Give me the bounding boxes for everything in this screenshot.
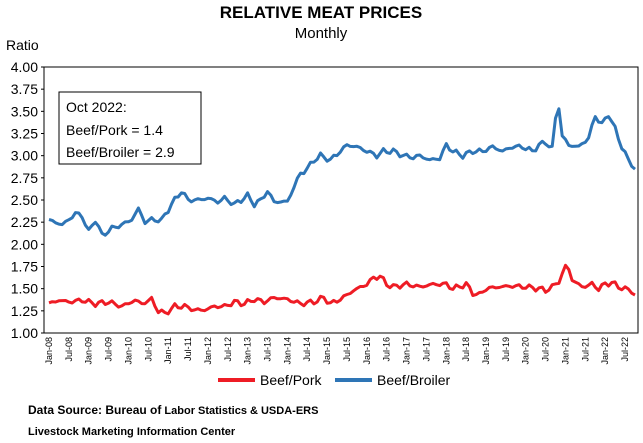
- x-tick-label: Jul-19: [501, 337, 511, 362]
- x-tick-label: Jul-20: [541, 337, 551, 362]
- x-tick-label: Jul-12: [223, 337, 233, 362]
- chart-subtitle: Monthly: [295, 25, 348, 42]
- y-tick-label: 3.75: [11, 81, 38, 97]
- x-tick-label: Jul-11: [183, 337, 193, 361]
- x-tick-label: Jul-22: [620, 337, 630, 362]
- x-tick-label: Jan-18: [441, 337, 451, 365]
- x-tick-label: Jul-21: [580, 337, 590, 362]
- chart-title: RELATIVE MEAT PRICES: [220, 3, 422, 22]
- annotation-line-3: Beef/Broiler = 2.9: [66, 144, 175, 160]
- x-tick-label: Jul-10: [143, 337, 153, 362]
- y-tick-label: 3.25: [11, 126, 38, 142]
- x-tick-label: Jan-19: [481, 337, 491, 365]
- series-line-beef-broiler: [48, 107, 636, 237]
- x-tick-label: Jul-14: [302, 337, 312, 362]
- x-tick-label: Jan-13: [243, 337, 253, 365]
- y-tick-label: 1.75: [11, 259, 38, 275]
- y-tick-label: 3.00: [11, 148, 38, 164]
- series-line-beef-pork: [48, 263, 636, 316]
- annotation-line-2: Beef/Pork = 1.4: [66, 122, 163, 138]
- x-tick-label: Jan-17: [402, 337, 412, 365]
- y-tick-label: 1.00: [11, 325, 38, 341]
- x-tick-label: Jan-12: [203, 337, 213, 365]
- x-tick-label: Jul-18: [461, 337, 471, 362]
- x-tick-label: Jan-11: [163, 337, 173, 364]
- legend-label-beef-pork: Beef/Pork: [260, 372, 322, 388]
- y-tick-label: 1.25: [11, 303, 38, 319]
- x-tick-label: Jan-21: [560, 337, 570, 365]
- x-tick-label: Jan-14: [282, 337, 292, 365]
- x-tick-label: Jul-13: [263, 337, 273, 362]
- y-tick-label: 4.00: [11, 59, 38, 75]
- y-tick-label: 2.75: [11, 170, 38, 186]
- footer-center: Livestock Marketing Information Center: [28, 426, 236, 438]
- x-tick-label: Jan-08: [44, 337, 54, 365]
- y-axis: 1.00 1.25 1.50 1.75 2.00 2.25 2.50 2.75 3.00 3.25…: [11, 59, 44, 341]
- x-axis: Jan-08 Jul-08 Jan-09 Jul-09 Jan-10 Jul-10 Jan-…: [44, 337, 630, 365]
- y-tick-label: 1.50: [11, 281, 38, 297]
- data-source-rest: Labor Statistics & USDA-ERS: [161, 405, 319, 417]
- series-lines: [48, 107, 636, 316]
- y-tick-label: 3.50: [11, 103, 38, 119]
- x-tick-label: Jan-09: [84, 337, 94, 365]
- y-axis-label: Ratio: [6, 37, 39, 53]
- x-tick-label: Jul-08: [64, 337, 74, 362]
- x-tick-label: Jul-15: [342, 337, 352, 362]
- annotation-line-1: Oct 2022:: [66, 99, 127, 115]
- x-tick-label: Jan-22: [600, 337, 610, 365]
- x-tick-label: Jan-20: [521, 337, 531, 365]
- x-tick-label: Jan-16: [362, 337, 372, 365]
- x-tick-label: Jul-16: [382, 337, 392, 362]
- y-tick-label: 2.25: [11, 214, 38, 230]
- x-tick-label: Jul-17: [421, 337, 431, 362]
- annotation-frame: [58, 91, 202, 165]
- data-source-note: Data Source: Bureau of Labor Statistics …: [28, 403, 318, 417]
- y-tick-label: 2.50: [11, 192, 38, 208]
- data-source-prefix: Data Source: Bureau of: [28, 403, 162, 417]
- x-tick-label: Jan-10: [123, 337, 133, 365]
- x-tick-label: Jan-15: [322, 337, 332, 365]
- annotation-box: Oct 2022: Beef/Pork = 1.4 Beef/Broiler =…: [58, 91, 202, 165]
- x-tick-label: Jul-09: [104, 337, 114, 362]
- legend: Beef/Pork Beef/Broiler: [218, 372, 450, 388]
- y-tick-label: 2.00: [11, 236, 38, 252]
- legend-label-beef-broiler: Beef/Broiler: [377, 372, 450, 388]
